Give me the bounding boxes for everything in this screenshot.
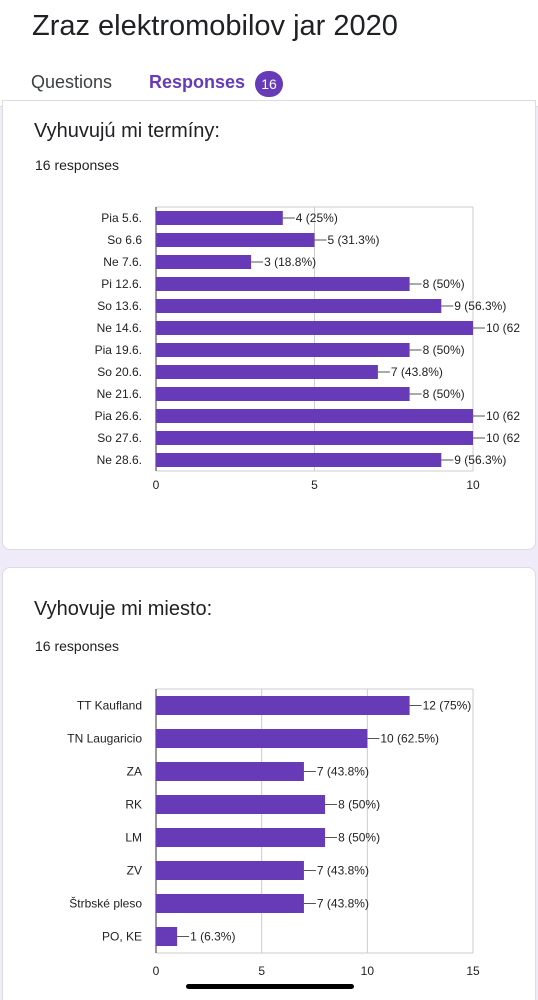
value-label: 12 (75%) (423, 699, 472, 713)
category-label: Štrbské pleso (69, 896, 142, 911)
bar (156, 343, 410, 357)
bar (156, 795, 326, 814)
category-label: Pia 19.6. (95, 343, 142, 357)
category-label: So 6.6 (107, 233, 142, 247)
category-label: Ne 28.6. (97, 453, 142, 467)
category-label: So 20.6. (97, 365, 142, 379)
bar (156, 431, 473, 445)
category-label: PO, KE (102, 930, 142, 944)
value-label: 8 (50%) (338, 831, 380, 845)
category-label: TT Kaufland (77, 699, 142, 713)
question-card-dates: Vyhuvujú mi termíny: 16 responses Pia 5.… (2, 100, 536, 550)
category-label: So 13.6. (97, 299, 142, 313)
category-label: Pia 26.6. (95, 409, 142, 423)
bar (156, 277, 410, 291)
bar (156, 409, 473, 423)
value-label: 9 (56.3%) (454, 453, 506, 467)
category-label: LM (125, 831, 142, 845)
bar (156, 828, 326, 847)
bar (156, 387, 410, 401)
value-label: 7 (43.8%) (317, 864, 369, 878)
category-label: Ne 14.6. (97, 321, 142, 335)
category-label: So 27.6. (97, 431, 142, 445)
x-tick-label: 0 (153, 964, 160, 978)
value-label: 5 (31.3%) (328, 233, 380, 247)
bar (156, 365, 378, 379)
x-tick-label: 10 (361, 964, 375, 978)
category-label: Ne 21.6. (97, 387, 142, 401)
value-label: 7 (43.8%) (317, 765, 369, 779)
bar (156, 696, 410, 715)
category-label: Pi 12.6. (101, 277, 142, 291)
value-label: 1 (6.3%) (190, 930, 235, 944)
bar (156, 894, 304, 913)
value-label: 4 (25%) (296, 211, 338, 225)
responses-count-badge: 16 (255, 71, 283, 97)
x-tick-label: 5 (311, 478, 318, 492)
value-label: 8 (50%) (423, 277, 465, 291)
bar (156, 453, 442, 467)
tab-questions[interactable]: Questions (31, 72, 113, 92)
value-label: 10 (62 (486, 431, 520, 445)
value-label: 8 (50%) (338, 798, 380, 812)
bar (156, 729, 368, 748)
value-label: 10 (62 (486, 321, 520, 335)
bar (156, 927, 178, 946)
category-label: RK (125, 798, 142, 812)
x-tick-label: 10 (466, 478, 480, 492)
value-label: 8 (50%) (423, 343, 465, 357)
bar (156, 299, 442, 313)
home-indicator (186, 984, 354, 989)
tab-responses[interactable]: Responses (149, 72, 246, 92)
form-header: Zraz elektromobilov jar 2020 Questions R… (0, 0, 538, 107)
category-label: TN Laugaricio (67, 732, 142, 746)
value-label: 10 (62.5%) (380, 732, 439, 746)
value-label: 3 (18.8%) (264, 255, 316, 269)
bar (156, 321, 473, 335)
bar-chart-dates: Pia 5.6. So 6.6 Ne 7.6. Pi 12.6. So 13.6. Ne … (95, 206, 520, 492)
bar (156, 762, 304, 781)
question-title: Vyhovuje mi miesto: (34, 598, 213, 620)
form-title: Zraz elektromobilov jar 2020 (32, 10, 398, 42)
question-card-places: Vyhovuje mi miesto: 16 responses TT Kauf… (2, 567, 536, 1000)
bar (156, 255, 252, 269)
value-label: 9 (56.3%) (454, 299, 506, 313)
value-label: 10 (62 (486, 409, 520, 423)
bar (156, 211, 283, 225)
value-label: 7 (43.8%) (317, 897, 369, 911)
category-label: ZA (127, 765, 142, 779)
category-label: ZV (127, 864, 142, 878)
category-label: Ne 7.6. (103, 255, 142, 269)
x-tick-label: 0 (153, 478, 160, 492)
responses-count: 16 responses (35, 638, 120, 654)
question-title: Vyhuvujú mi termíny: (34, 120, 220, 142)
x-tick-label: 5 (258, 964, 265, 978)
responses-count: 16 responses (35, 157, 120, 173)
x-tick-label: 15 (466, 964, 480, 978)
category-label: Pia 5.6. (101, 211, 142, 225)
value-label: 8 (50%) (423, 387, 465, 401)
bar (156, 233, 315, 247)
value-label: 7 (43.8%) (391, 365, 443, 379)
bar-chart-places: TT Kaufland TN Laugaricio ZA RK LM ZV Štrbské … (67, 688, 480, 978)
bar (156, 861, 304, 880)
